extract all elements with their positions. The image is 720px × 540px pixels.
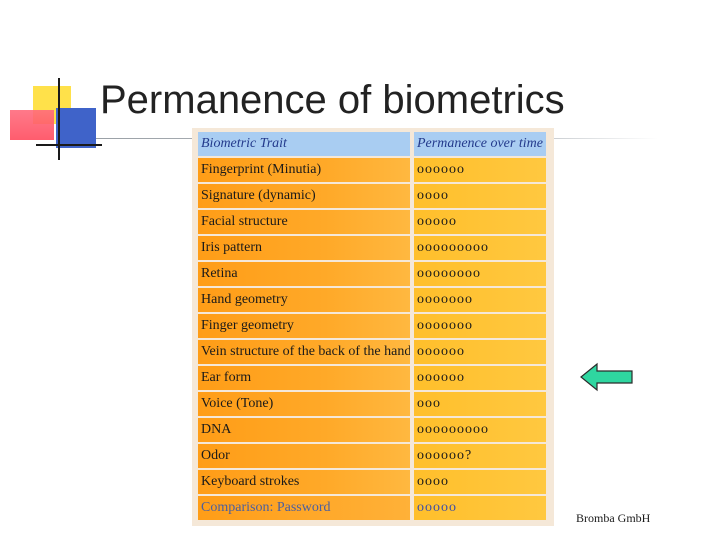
permanence-cell: oooooo [414, 158, 546, 182]
permanence-cell: oooooooo [414, 262, 546, 286]
permanence-cell: oooo [414, 470, 546, 494]
pink-square [10, 110, 54, 140]
trait-cell: Facial structure [198, 210, 410, 234]
trait-cell: Iris pattern [198, 236, 410, 260]
trait-cell: Keyboard strokes [198, 470, 410, 494]
trait-cell: Retina [198, 262, 410, 286]
slide-title: Permanence of biometrics [100, 78, 565, 122]
permanence-cell: ooooo [414, 496, 546, 520]
trait-cell: DNA [198, 418, 410, 442]
trait-cell: Ear form [198, 366, 410, 390]
trait-cell: Finger geometry [198, 314, 410, 338]
permanence-cell: oooooo [414, 340, 546, 364]
horizontal-line [36, 144, 102, 146]
trait-cell: Odor [198, 444, 410, 468]
permanence-cell: oooooo? [414, 444, 546, 468]
header-trait: Biometric Trait [198, 132, 410, 156]
trait-cell: Voice (Tone) [198, 392, 410, 416]
permanence-table: Biometric Trait Permanence over time Fin… [192, 128, 554, 526]
header-permanence: Permanence over time [414, 132, 546, 156]
decorative-logo [0, 0, 102, 170]
trait-cell: Vein structure of the back of the hand [198, 340, 410, 364]
footer-credit: Bromba GmbH [576, 511, 651, 525]
blue-square [56, 108, 96, 148]
permanence-cell: ooooooooo [414, 418, 546, 442]
trait-cell: Hand geometry [198, 288, 410, 312]
permanence-cell: ooooo [414, 210, 546, 234]
trait-cell: Fingerprint (Minutia) [198, 158, 410, 182]
vertical-line [58, 78, 60, 160]
permanence-cell: ooooooooo [414, 236, 546, 260]
permanence-cell: ooooooo [414, 288, 546, 312]
trait-cell: Signature (dynamic) [198, 184, 410, 208]
permanence-cell: oooooo [414, 366, 546, 390]
permanence-cell: ooooooo [414, 314, 546, 338]
permanence-cell: oooo [414, 184, 546, 208]
trait-cell: Comparison: Password [198, 496, 410, 520]
left-arrow-icon [580, 362, 633, 392]
permanence-cell: ooo [414, 392, 546, 416]
